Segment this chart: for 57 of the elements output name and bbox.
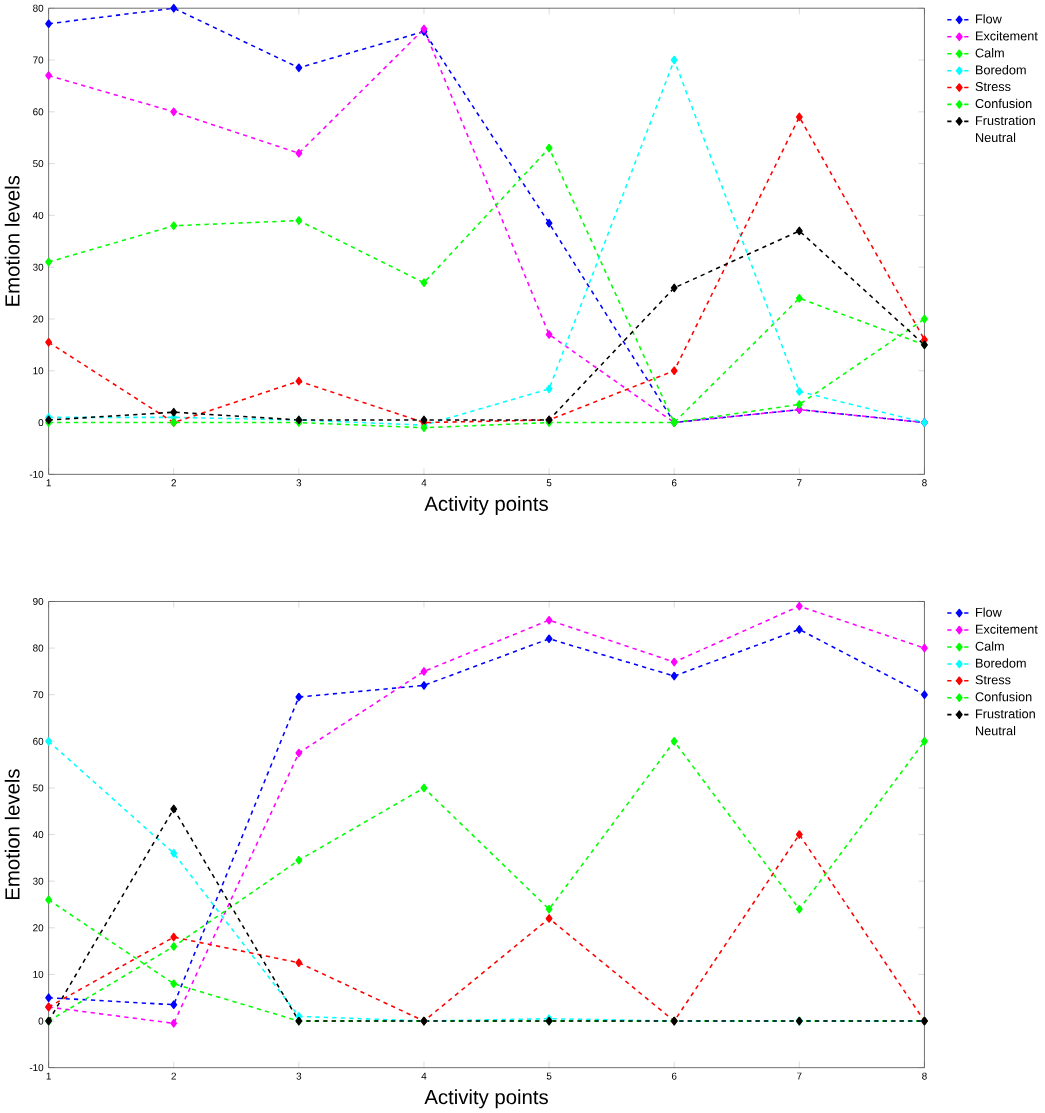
x-tick-label: 6 [672,479,677,487]
y-tick-label: 60 [33,737,44,745]
text: Neutral [976,132,1016,143]
legend-label: Stress [975,82,1011,92]
legend-label: Excitement [976,624,1038,634]
legend-label: Frustration [976,115,1035,126]
x-axis-title: Activity points [424,496,548,516]
x-tick-label: 8 [922,1072,927,1080]
y-tick-label: -10 [29,470,44,478]
x-tick-label: 6 [672,1072,677,1080]
x-tick-label: 2 [171,1072,177,1080]
x-tick-label: 1 [46,479,51,487]
y-tick-label: 20 [33,924,44,932]
legend-label: Flow [976,14,1002,24]
y-tick-label: 70 [33,691,44,699]
x-axis-title: Activity points [424,1089,548,1109]
y-tick-label: 30 [33,877,44,885]
y-tick-label: 80 [33,644,44,652]
x-tick-label: 2 [171,479,177,487]
y-tick-label: 50 [33,160,44,168]
legend-label: Boredom [976,658,1026,668]
legend-label: Excitement [976,31,1038,41]
y-tick-label: 30 [33,263,44,271]
x-tick-label: 7 [797,479,802,487]
x-tick-label: 1 [46,1072,51,1080]
y-axis-title: Emotion levels [4,769,20,900]
legend-label: Boredom [976,65,1026,75]
legend-label: Flow [976,607,1002,617]
y-tick-label: 40 [32,831,44,839]
y-tick-label: -10 [29,1064,44,1072]
y-tick-label: 0 [38,419,44,427]
legend-label: Calm [975,641,1004,651]
legend-label: Stress [975,675,1011,685]
y-tick-label: 20 [33,315,44,323]
x-tick-label: 5 [546,1072,552,1080]
x-tick-label: 8 [922,479,927,487]
y-axis-title: Emotion levels [4,175,20,306]
y-tick-label: 60 [33,108,44,116]
legend-label: Confusion [975,691,1032,702]
x-tick-label: 7 [797,1072,802,1080]
x-tick-label: 4 [421,479,427,487]
x-tick-label: 3 [296,1072,302,1080]
y-tick-label: 70 [33,56,44,64]
legend-label: Frustration [976,708,1035,719]
y-tick-label: 80 [33,4,44,12]
y-tick-label: 0 [38,1017,44,1025]
legend-label: Calm [975,48,1004,58]
x-tick-label: 3 [296,479,302,487]
y-tick-label: 10 [33,970,44,978]
text: Neutral [976,725,1016,736]
y-tick-label: 10 [33,367,44,375]
y-tick-label: 90 [33,598,44,605]
x-tick-label: 4 [421,1072,427,1080]
y-tick-label: 50 [33,784,44,792]
x-tick-label: 5 [546,479,552,487]
legend-label: Confusion [975,98,1032,109]
y-tick-label: 40 [32,211,44,219]
